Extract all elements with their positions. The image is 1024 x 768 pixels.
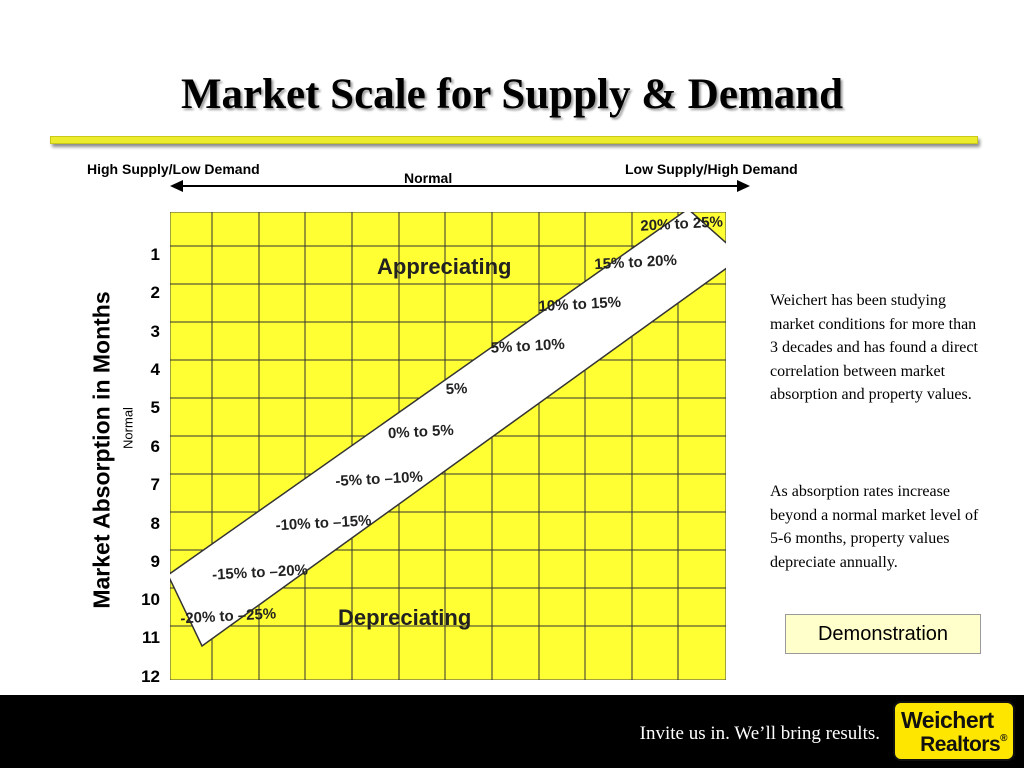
band-label: 5% to 10% [490,336,565,357]
month-label: 1 [150,245,160,264]
description-paragraph-1: Weichert has been studying market condit… [770,292,978,403]
appreciating-label: Appreciating [377,254,511,279]
band-label: 5% [445,380,468,398]
month-label: 6 [150,437,160,456]
low-supply-label: Low Supply/High Demand [625,161,798,177]
month-label: 7 [150,475,160,494]
double-arrow-icon [170,180,750,192]
description-paragraph-2: As absorption rates increase beyond a no… [770,483,979,571]
band-label: -20% to –25% [180,605,277,627]
month-label: 9 [150,552,160,571]
high-supply-label: High Supply/Low Demand [87,161,260,177]
market-scale-chart: Appreciating Depreciating 20% to 25% 15%… [170,212,726,680]
y-axis-label: Market Absorption in Months [88,291,115,609]
month-label: 10 [141,590,160,609]
month-label: 4 [150,360,160,379]
depreciating-label: Depreciating [338,605,471,630]
title-underline [50,136,978,144]
logo-word-realtors: Realtors [920,733,1001,756]
band-label: 0% to 5% [388,422,455,442]
band-label: -10% to –15% [275,512,372,534]
footer-bar: Invite us in. We’ll bring results. Weich… [0,695,1024,768]
month-label: 3 [150,322,160,341]
month-label: 12 [141,667,160,686]
slide-title: Market Scale for Supply & Demand [180,71,844,118]
month-label: 8 [150,514,160,533]
normal-scale-label: Normal [404,170,453,186]
band-label: 20% to 25% [640,213,723,234]
registered-mark-icon: ® [1000,733,1007,744]
month-label: 5 [150,398,160,417]
weichert-logo[interactable]: Weichert Realtors® [893,701,1015,761]
month-label: 11 [142,628,160,647]
month-label: 2 [150,283,160,302]
logo-text-weichert: Weichert [901,707,994,733]
footer-tagline: Invite us in. We’ll bring results. [639,723,880,744]
logo-text-realtors: Realtors® [920,733,1007,757]
value-band [170,212,726,648]
demonstration-button[interactable]: Demonstration [785,614,981,654]
band-label: -5% to –10% [335,468,423,490]
band-label: 10% to 15% [538,294,621,315]
band-label: -15% to –20% [212,562,309,584]
band-label: 15% to 20% [594,252,677,273]
